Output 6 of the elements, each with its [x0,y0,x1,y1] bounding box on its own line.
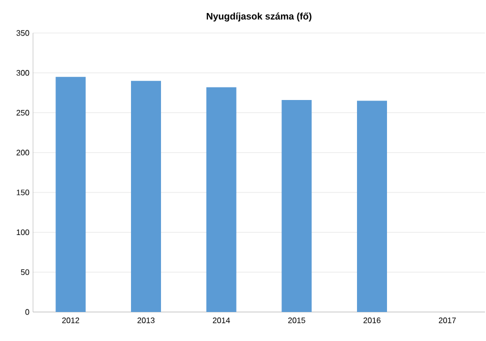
bar [206,87,236,312]
bar [357,100,387,312]
bar [131,80,161,312]
chart-title: Nyugdíjasok száma (fő) [206,12,312,22]
bar [56,76,86,312]
bar [282,100,312,312]
